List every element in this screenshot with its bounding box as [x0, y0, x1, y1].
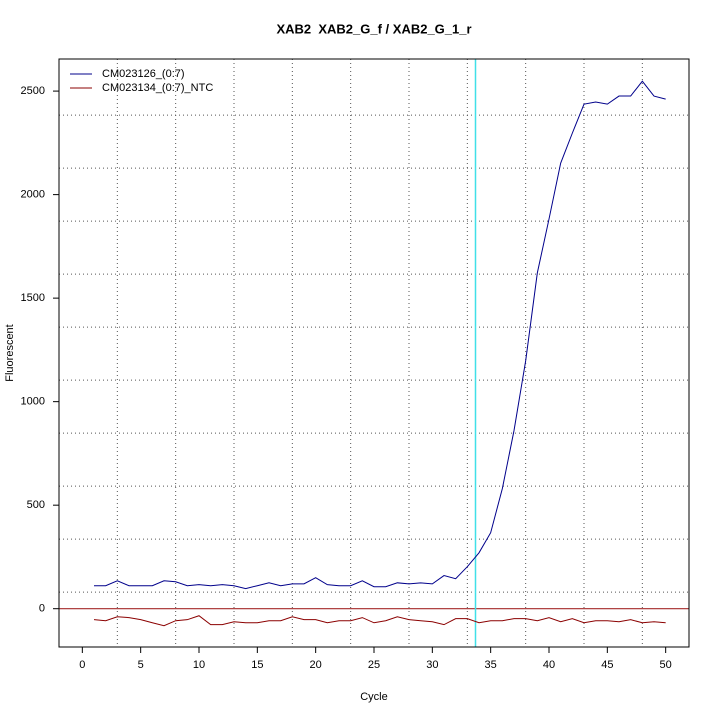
- plot-frame: [58, 58, 690, 648]
- x-tick-label: 5: [138, 659, 144, 671]
- y-tick-label: 2000: [21, 189, 45, 201]
- y-axis-label: Fluorescent: [4, 324, 16, 381]
- x-tick-label: 50: [660, 659, 672, 671]
- x-tick-label: 10: [193, 659, 205, 671]
- x-tick-label: 45: [601, 659, 613, 671]
- x-tick-label: 30: [426, 659, 438, 671]
- y-tick-label: 1500: [21, 292, 45, 304]
- y-tick-label: 500: [27, 499, 45, 511]
- y-tick-label: 0: [39, 603, 45, 615]
- series-line: [93, 615, 666, 627]
- x-tick-label: 0: [79, 659, 85, 671]
- x-tick-label: 25: [368, 659, 380, 671]
- chart-title: XAB2 XAB2_G_f / XAB2_G_1_r: [276, 21, 471, 36]
- y-tick-label: 1000: [21, 396, 45, 408]
- x-tick-label: 20: [310, 659, 322, 671]
- x-tick-label: 15: [251, 659, 263, 671]
- x-tick-label: 35: [485, 659, 497, 671]
- series-line: [94, 80, 666, 590]
- legend-label: CM023134_(0:7)_NTC: [102, 82, 213, 94]
- x-axis-label: Cycle: [360, 691, 388, 703]
- x-tick-label: 40: [543, 659, 555, 671]
- legend-label: CM023126_(0:7): [102, 68, 185, 80]
- y-tick-label: 2500: [21, 85, 45, 97]
